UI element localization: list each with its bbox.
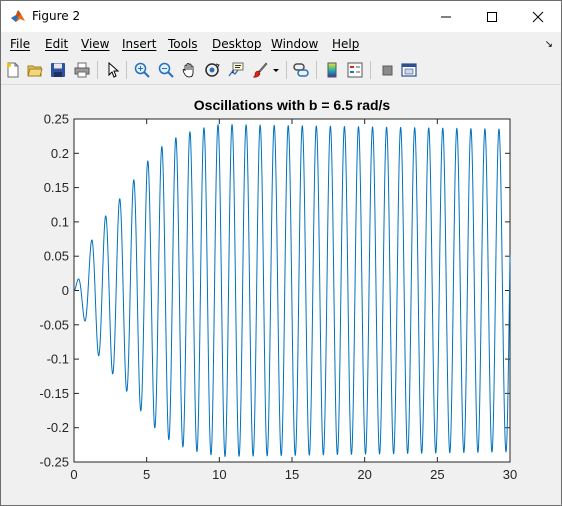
close-button[interactable] xyxy=(515,1,561,32)
zoom-in-button[interactable] xyxy=(132,60,152,80)
save-button[interactable] xyxy=(48,60,68,80)
series-line[interactable] xyxy=(73,123,511,458)
y-tick-label: -0.15 xyxy=(39,386,69,401)
toolbar-separator xyxy=(370,61,371,79)
x-tick-label: 10 xyxy=(212,467,226,482)
toolbar-separator xyxy=(316,61,317,79)
colorbar-button[interactable] xyxy=(322,60,342,80)
open-button[interactable] xyxy=(25,60,45,80)
menu-view[interactable]: View xyxy=(81,37,110,51)
y-tick-label: 0.2 xyxy=(51,146,69,161)
close-icon xyxy=(532,11,544,23)
y-tick-label: -0.1 xyxy=(47,352,69,367)
menu-file[interactable]: File xyxy=(10,37,31,51)
toolbar-separator xyxy=(97,61,98,79)
zoom-out-icon xyxy=(158,62,174,78)
print-icon xyxy=(74,62,90,78)
menu-bar: File Edit View Insert Tools Desktop Wind… xyxy=(1,32,561,56)
legend-icon xyxy=(347,62,363,78)
maximize-icon xyxy=(487,12,497,22)
zoom-in-icon xyxy=(134,62,150,78)
save-icon xyxy=(51,63,65,77)
window-title: Figure 2 xyxy=(32,9,81,23)
menu-window[interactable]: Window xyxy=(271,37,319,51)
hide-plot-tools-icon xyxy=(382,65,393,76)
toolbar-separator xyxy=(126,61,127,79)
rotate-icon xyxy=(205,63,220,77)
chart-title: Oscillations with b = 6.5 rad/s xyxy=(194,97,391,113)
legend-button[interactable] xyxy=(345,60,365,80)
data-cursor-icon xyxy=(228,62,244,77)
brush-icon xyxy=(252,62,268,78)
figure-toolbar xyxy=(1,57,561,85)
print-button[interactable] xyxy=(72,60,92,80)
pan-button[interactable] xyxy=(179,60,199,80)
pan-icon xyxy=(182,63,194,78)
data-cursor-button[interactable] xyxy=(226,60,246,80)
y-tick-label: 0.1 xyxy=(51,214,69,229)
x-tick-label: 25 xyxy=(430,467,444,482)
zoom-out-button[interactable] xyxy=(156,60,176,80)
show-plot-tools-icon xyxy=(401,63,417,77)
y-tick-label: 0.05 xyxy=(44,249,69,264)
menu-insert[interactable]: Insert xyxy=(122,37,157,51)
brush-dropdown-button[interactable] xyxy=(270,60,282,80)
maximize-button[interactable] xyxy=(469,1,515,32)
chevron-down-icon xyxy=(273,69,279,72)
pointer-button[interactable] xyxy=(103,60,123,80)
rotate-button[interactable] xyxy=(202,60,222,80)
new-figure-button[interactable] xyxy=(3,60,23,80)
y-tick-label: -0.2 xyxy=(47,420,69,435)
brush-button[interactable] xyxy=(250,60,270,80)
link-plot-button[interactable] xyxy=(291,60,311,80)
menu-help[interactable]: Help xyxy=(332,37,360,51)
minimize-icon xyxy=(441,16,451,18)
x-tick-label: 15 xyxy=(285,467,299,482)
show-plot-tools-button[interactable] xyxy=(399,60,419,80)
x-tick-label: 5 xyxy=(143,467,150,482)
x-tick-label: 20 xyxy=(357,467,371,482)
pointer-icon xyxy=(108,62,120,78)
figure-canvas: 0.25 0.2 0.15 0.1 0.05 0 -0.05 -0.1 -0.15 -0.2 -0.… xyxy=(1,85,561,505)
plot-svg: 0.25 0.2 0.15 0.1 0.05 0 -0.05 -0.1 -0.15 -0.2 -0.… xyxy=(39,97,517,482)
y-tick-label: -0.25 xyxy=(39,455,69,470)
y-tick-label: 0.25 xyxy=(44,112,69,127)
link-icon xyxy=(293,63,309,77)
colorbar-icon xyxy=(327,62,337,78)
y-tick-label: 0 xyxy=(62,283,69,298)
menu-edit[interactable]: Edit xyxy=(45,37,69,51)
x-tick-label: 30 xyxy=(503,467,517,482)
dock-arrow-icon[interactable]: ↘ xyxy=(544,39,553,50)
hide-plot-tools-button[interactable] xyxy=(377,60,397,80)
menu-tools[interactable]: Tools xyxy=(168,37,198,51)
y-tick-label: -0.05 xyxy=(39,317,69,332)
matlab-logo-icon xyxy=(11,10,25,22)
title-bar[interactable]: Figure 2 xyxy=(1,1,561,32)
minimize-button[interactable] xyxy=(423,1,469,32)
menu-desktop[interactable]: Desktop xyxy=(212,37,262,51)
new-figure-icon xyxy=(7,62,19,78)
y-tick-label: 0.15 xyxy=(44,180,69,195)
open-icon xyxy=(27,65,43,77)
x-tick-label: 0 xyxy=(70,467,77,482)
toolbar-separator xyxy=(286,61,287,79)
